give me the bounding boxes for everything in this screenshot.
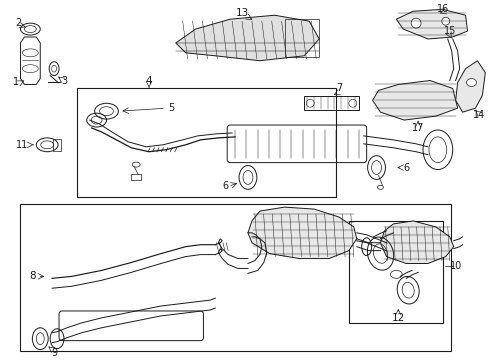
Bar <box>77 89 335 197</box>
Text: 7: 7 <box>335 84 342 94</box>
Bar <box>304 96 358 110</box>
Text: 2: 2 <box>15 18 21 28</box>
Text: 14: 14 <box>472 110 485 120</box>
Text: 6: 6 <box>222 181 228 192</box>
Polygon shape <box>247 207 356 258</box>
Text: 11: 11 <box>16 140 28 150</box>
Text: 15: 15 <box>443 26 455 36</box>
Text: 3: 3 <box>61 76 67 86</box>
Text: 6: 6 <box>402 163 408 172</box>
Text: 4: 4 <box>145 76 152 86</box>
Bar <box>131 175 141 180</box>
Text: 10: 10 <box>448 261 461 271</box>
Text: 12: 12 <box>391 313 404 323</box>
Ellipse shape <box>466 78 475 86</box>
Text: 13: 13 <box>235 8 248 18</box>
Text: 17: 17 <box>411 123 424 133</box>
Text: 5: 5 <box>167 103 174 113</box>
Text: 8: 8 <box>29 271 36 282</box>
Bar <box>20 204 450 351</box>
Text: 1: 1 <box>14 77 20 87</box>
Polygon shape <box>455 61 485 112</box>
Polygon shape <box>372 81 457 120</box>
Text: 9: 9 <box>51 347 57 357</box>
Bar <box>348 221 442 323</box>
Circle shape <box>441 17 449 25</box>
Text: 16: 16 <box>436 4 448 14</box>
Polygon shape <box>395 9 467 39</box>
Bar <box>53 139 61 151</box>
Circle shape <box>410 18 420 28</box>
Bar <box>284 19 319 57</box>
Polygon shape <box>175 15 319 61</box>
Polygon shape <box>380 221 453 264</box>
